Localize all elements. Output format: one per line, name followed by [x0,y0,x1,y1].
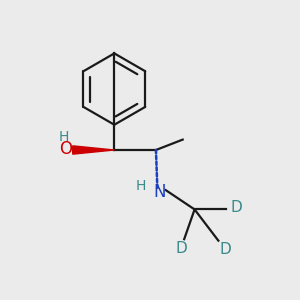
Polygon shape [73,146,114,154]
Text: H: H [136,179,146,193]
Text: H: H [58,130,69,144]
Text: O: O [59,140,72,158]
Text: D: D [230,200,242,215]
Text: D: D [220,242,232,257]
Text: D: D [175,241,187,256]
Text: N: N [154,183,166,201]
